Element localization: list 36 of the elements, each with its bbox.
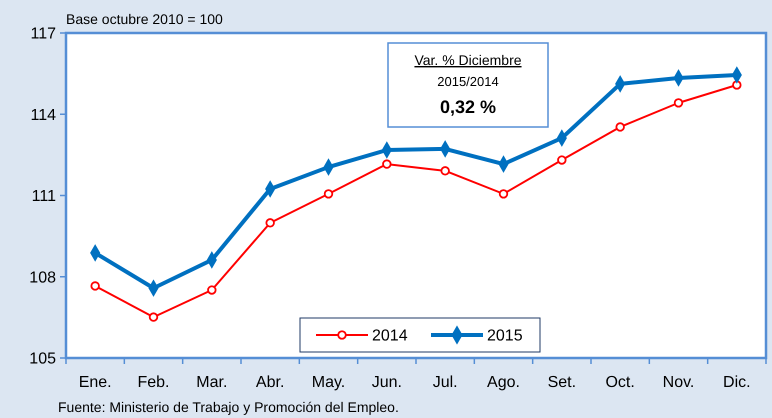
point bbox=[732, 80, 742, 90]
chart-subtitle: Base octubre 2010 = 100 bbox=[66, 11, 224, 27]
point bbox=[148, 312, 158, 322]
x-tick-label: Feb. bbox=[137, 374, 170, 391]
annotation: 2015/2014 bbox=[437, 74, 499, 89]
x-tick-label: Oct. bbox=[605, 374, 635, 391]
x-tick-label: Mar. bbox=[196, 374, 228, 391]
x-tick-label: Ago. bbox=[487, 374, 520, 391]
x-tick-label: Dic. bbox=[723, 374, 751, 391]
x-tick-label: May. bbox=[312, 374, 346, 391]
point bbox=[382, 159, 392, 169]
y-tick-label: 114 bbox=[30, 106, 56, 124]
point bbox=[615, 122, 625, 132]
x-tick-label: Set. bbox=[548, 374, 576, 391]
y-tick-label: 111 bbox=[32, 188, 56, 206]
annotation: Var. % Diciembre bbox=[414, 52, 522, 68]
point bbox=[557, 155, 567, 165]
x-tick-label: Ene. bbox=[78, 374, 112, 391]
y-tick-label: 108 bbox=[29, 269, 56, 286]
x-tick-label: Nov. bbox=[662, 374, 694, 391]
point bbox=[440, 166, 450, 176]
annotation: 0,32 % bbox=[440, 97, 496, 117]
point bbox=[265, 218, 275, 228]
x-tick-label: Jun. bbox=[372, 374, 402, 391]
x-tick-label: Jul. bbox=[432, 374, 458, 391]
x-tick-label: Abr. bbox=[256, 374, 284, 391]
legend-label: 2015 bbox=[487, 328, 523, 345]
point bbox=[207, 285, 217, 295]
source-note: Fuente: Ministerio de Trabajo y Promoción del Empleo. bbox=[58, 399, 399, 415]
legend-label: 2014 bbox=[372, 328, 408, 345]
point bbox=[90, 281, 100, 291]
point bbox=[324, 189, 334, 199]
point bbox=[674, 98, 684, 108]
y-tick-label: 105 bbox=[29, 350, 56, 368]
y-tick-label: 117 bbox=[30, 26, 56, 43]
point bbox=[498, 189, 508, 199]
